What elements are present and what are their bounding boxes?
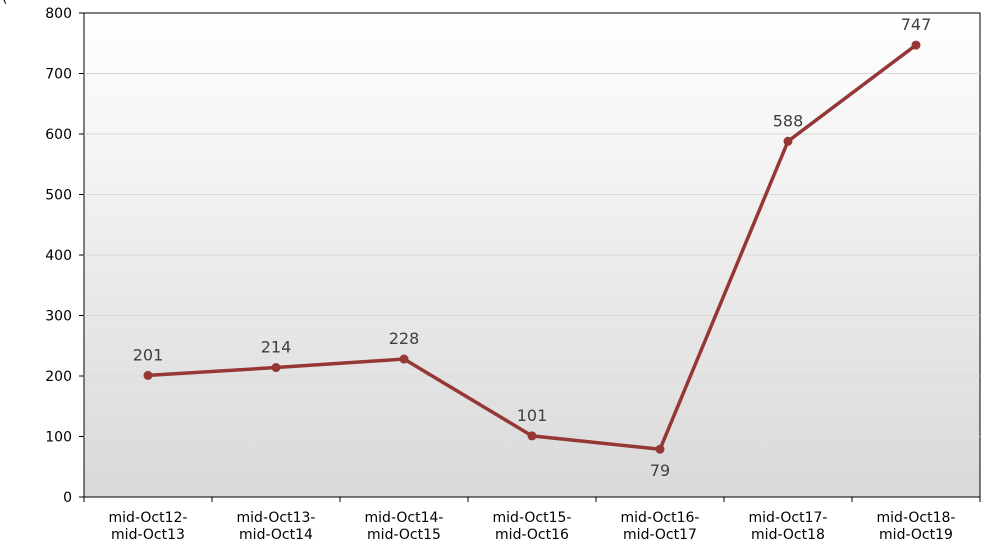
x-tick-label: mid-Oct16-mid-Oct17 [621,510,700,543]
y-tick-label: 600 [45,127,72,143]
data-labels: 201 214 228 101 79 588 747 [133,15,932,480]
y-tick-label: 0 [63,490,72,506]
data-label: 79 [650,461,670,480]
y-tick-label: 700 [45,67,72,83]
x-axis: mid-Oct12-mid-Oct13 mid-Oct13-mid-Oct14 mi… [83,497,981,543]
y-tick-label: 100 [45,430,72,446]
y-unit-label: ( [2,0,7,6]
data-point [399,354,409,364]
x-tick-label: mid-Oct17-mid-Oct18 [749,510,828,543]
data-point [527,431,537,441]
y-tick-label: 400 [45,248,72,264]
series-line [143,40,921,454]
data-point [655,444,665,454]
data-label: 201 [133,345,164,364]
data-label: 214 [261,338,292,357]
data-point [271,363,281,373]
x-tick-label: mid-Oct18-mid-Oct19 [877,510,956,543]
data-point [911,40,921,50]
gridlines [84,73,980,437]
data-label: 228 [389,329,420,348]
y-tick-label: 800 [45,6,72,22]
data-point [783,136,793,146]
y-tick-label: 300 [45,309,72,325]
data-label: 101 [517,406,548,425]
y-tick-label: 200 [45,369,72,385]
x-tick-label: mid-Oct14-mid-Oct15 [365,510,444,543]
data-label: 747 [901,15,932,34]
x-tick-label: mid-Oct12-mid-Oct13 [109,510,188,543]
y-tick-label: 500 [45,188,72,204]
data-label: 588 [773,111,804,130]
x-tick-label: mid-Oct15-mid-Oct16 [493,510,572,543]
data-point [143,370,153,380]
y-axis: 0 100 200 300 400 500 600 700 800 [45,6,84,506]
x-tick-label: mid-Oct13-mid-Oct14 [237,510,316,543]
